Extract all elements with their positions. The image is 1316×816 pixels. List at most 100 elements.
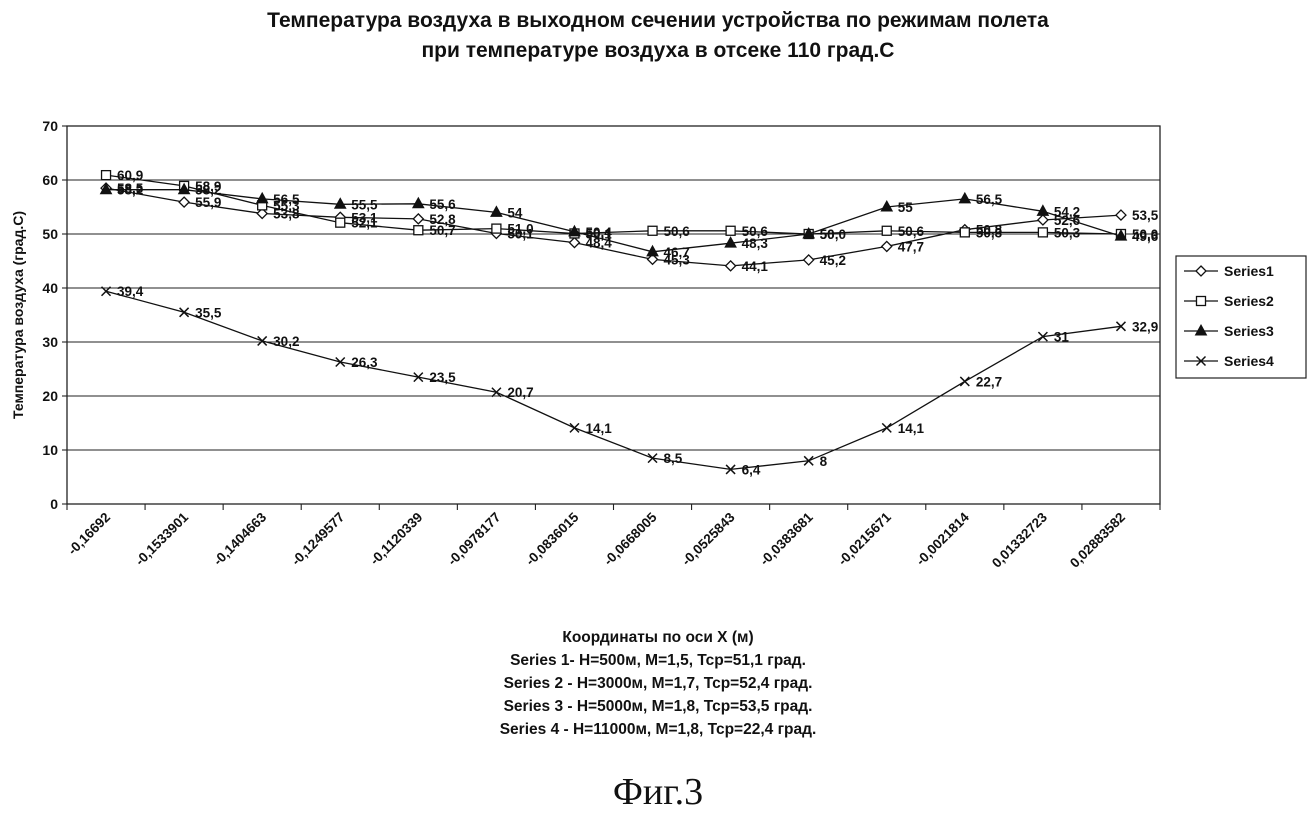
x-tick-label: -0,0215671 [835,509,894,568]
data-point [804,255,814,265]
data-point [179,197,189,207]
data-label: 55 [898,200,914,215]
data-label: 48,3 [742,236,769,251]
legend-label: Series4 [1224,353,1274,369]
data-label: 20,7 [507,385,533,400]
data-point [335,198,346,208]
y-tick-label: 60 [42,172,58,188]
data-label: 6,4 [742,462,761,477]
y-tick-label: 0 [50,496,58,512]
series-4: 39,4 35,5 30,2 26,3 23,5 20,7 14,1 8,5 6,4 8 14,1 2… [102,284,1159,477]
data-label: 50,7 [429,223,455,238]
series-note-3: Series 3 - H=5000м, M=1,8, Tcp=53,5 град… [0,695,1316,718]
data-label: 58,2 [117,183,143,198]
data-label: 32,9 [1132,319,1158,334]
data-label: 55,6 [429,197,456,212]
data-label: 30,2 [273,334,299,349]
figure-label: Фиг.3 [0,770,1316,814]
data-point [1116,210,1126,220]
data-label: 50,6 [664,224,691,239]
data-label: 47,7 [898,239,924,254]
legend-label: Series3 [1224,323,1274,339]
x-tick-label: -0,1249577 [288,510,347,569]
data-point [1038,228,1047,237]
data-label: 54 [507,205,523,220]
plot-area [67,126,1160,504]
data-point [1197,297,1206,306]
data-point [648,226,657,235]
x-tick-label: -0,0525843 [679,509,738,568]
data-point [959,193,970,203]
data-label: 8,5 [664,451,683,466]
data-label: 56,5 [976,192,1003,207]
y-tick-label: 20 [42,388,58,404]
series-line [106,291,1121,469]
x-tick-label: -0,16692 [65,510,113,558]
data-label: 52,1 [351,216,378,231]
data-label: 39,4 [117,284,144,299]
data-point [882,226,891,235]
series-3: 58,2 58,2 56,5 55,5 55,6 54 50,4 46,7 48,3 50 55 56… [101,183,1159,260]
data-label: 50,3 [1054,225,1081,240]
data-label: 35,5 [195,305,222,320]
data-point [1038,215,1048,225]
data-label: 14,1 [898,421,925,436]
x-tick-label: -0,1120339 [367,510,425,568]
x-axis-caption: Координаты по оси X (м) Series 1- H=500м… [0,626,1316,741]
data-label: 26,3 [351,355,378,370]
data-label: 58,2 [195,183,221,198]
legend-label: Series1 [1224,263,1274,279]
x-tick-label: 0,01332723 [989,509,1050,570]
data-label: 45,2 [820,253,846,268]
data-label: 60,9 [117,168,143,183]
series-note-2: Series 2 - H=3000м, M=1,7, Tcp=52,4 град… [0,672,1316,695]
x-tick-label: -0,0668005 [601,509,660,568]
data-point [570,423,579,432]
series-note-4: Series 4 - H=11000м, M=1,8, Tcp=22,4 гра… [0,718,1316,741]
data-point [882,241,892,251]
data-point [336,218,345,227]
data-label: 22,7 [976,374,1002,389]
data-label: 54,2 [1054,204,1080,219]
data-point [492,224,501,233]
data-label: 14,1 [585,421,612,436]
x-tick-label: -0,0021814 [913,509,972,568]
data-label: 50,3 [976,225,1003,240]
data-label: 50,6 [898,224,925,239]
data-label: 44,1 [742,259,769,274]
x-tick-label: 0,02883582 [1067,510,1128,571]
data-label: 56,5 [273,192,300,207]
data-label: 31 [1054,330,1070,345]
data-label: 51,0 [507,222,533,237]
series-note-1: Series 1- H=500м, M=1,5, Tcp=51,1 град. [0,649,1316,672]
data-label: 53,5 [1132,208,1159,223]
x-tick-label: -0,1533901 [132,509,191,568]
data-point [413,214,423,224]
data-label: 46,7 [664,245,690,260]
data-point [102,171,111,180]
data-point [569,238,579,248]
y-axis-label: Температура воздуха (град.С) [10,211,26,419]
data-point [726,226,735,235]
data-label: 49,6 [1132,229,1159,244]
data-label: 50 [820,227,835,242]
data-label: 55,5 [351,197,378,212]
data-point [960,377,969,386]
data-label: 23,5 [429,370,456,385]
data-point [413,198,424,208]
data-point [726,261,736,271]
legend-label: Series2 [1224,293,1274,309]
y-tick-label: 40 [42,280,58,296]
data-point [180,308,189,317]
data-point [414,226,423,235]
y-tick-label: 50 [42,226,58,242]
data-point [960,228,969,237]
x-axis-label: Координаты по оси X (м) [0,626,1316,649]
x-tick-label: -0,0383681 [757,509,816,568]
x-tick-label: -0,1404663 [210,509,269,568]
data-label: 8 [820,454,828,469]
data-label: 50,4 [585,225,612,240]
x-tick-label: -0,0836015 [523,509,582,568]
data-point [258,336,267,345]
y-tick-label: 70 [42,118,58,134]
